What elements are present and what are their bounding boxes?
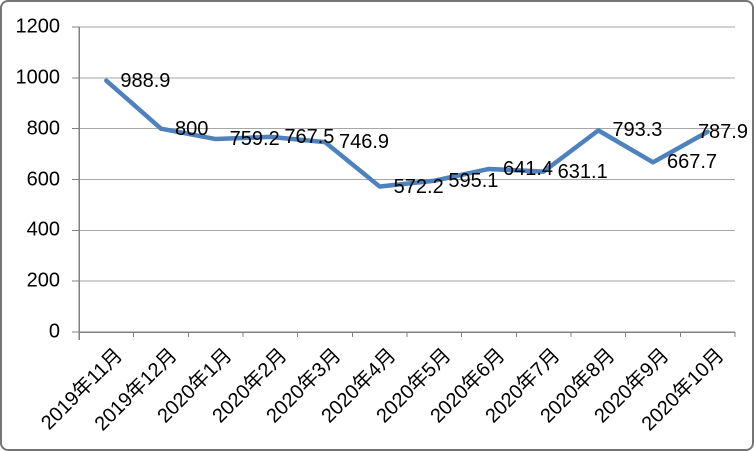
y-axis-tick-label: 1000 (15, 66, 61, 89)
gridlines (79, 26, 735, 282)
y-axis-tick-label: 200 (26, 269, 60, 292)
y-axis-tick-label: 0 (48, 320, 60, 343)
data-label: 641.4 (503, 157, 554, 180)
y-axis-tick-label: 800 (26, 117, 60, 140)
y-axis-tick-label: 400 (26, 218, 60, 241)
data-label: 787.9 (697, 120, 748, 143)
y-axis-tick-label: 1200 (15, 15, 61, 38)
data-label: 988.9 (120, 69, 171, 92)
data-label: 793.3 (612, 119, 663, 142)
data-label: 631.1 (557, 160, 608, 183)
data-label: 595.1 (448, 169, 499, 192)
data-label: 800 (175, 117, 209, 140)
data-label: 746.9 (339, 131, 390, 154)
axis-ticks (72, 26, 736, 337)
data-label: 572.2 (393, 175, 444, 198)
data-line (104, 78, 710, 189)
data-label: 667.7 (667, 151, 718, 174)
data-label: 767.5 (284, 125, 335, 148)
y-axis-tick-label: 600 (26, 168, 60, 191)
data-label: 759.2 (229, 128, 280, 151)
